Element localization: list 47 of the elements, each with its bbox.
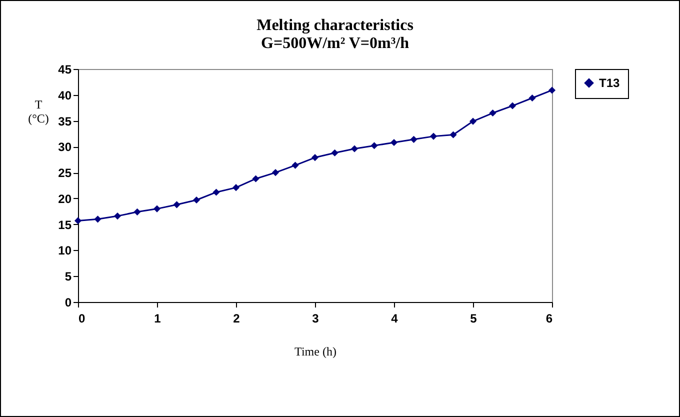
x-tick-label: 2 xyxy=(233,312,240,326)
point xyxy=(370,142,378,150)
point xyxy=(114,212,122,220)
point xyxy=(311,154,319,162)
point xyxy=(272,169,280,176)
x-tick-label: 5 xyxy=(470,312,478,326)
point xyxy=(450,131,457,138)
legend-label: T13 xyxy=(599,76,620,90)
y-tick-label: 0 xyxy=(64,296,72,310)
chart-title: Melting characteristics xyxy=(256,17,414,34)
point xyxy=(350,145,358,152)
point xyxy=(192,196,200,204)
point xyxy=(331,149,338,156)
point xyxy=(410,136,418,143)
point xyxy=(489,109,496,117)
point xyxy=(430,132,438,140)
y-tick-label: 5 xyxy=(64,270,72,284)
point xyxy=(508,102,516,110)
y-axis-title: T (°C) xyxy=(28,98,49,126)
y-tick-label: 20 xyxy=(58,192,72,206)
point xyxy=(252,175,260,182)
x-tick-label: 4 xyxy=(391,312,398,326)
x-tick-label: 6 xyxy=(546,312,553,326)
y-tick-label: 30 xyxy=(58,140,72,154)
x-tick-label: 3 xyxy=(312,312,320,326)
point xyxy=(74,217,82,224)
point xyxy=(212,188,220,196)
point xyxy=(232,184,240,192)
y-tick-label: 45 xyxy=(58,62,72,76)
point xyxy=(528,94,536,102)
point xyxy=(469,118,477,125)
point xyxy=(390,138,398,146)
point xyxy=(94,216,102,223)
y-tick-label: 10 xyxy=(58,244,72,258)
x-axis-title: Time (h) xyxy=(294,344,336,358)
point xyxy=(292,162,299,169)
chart-subtitle: G=500W/m² V=0m³/h xyxy=(261,35,410,52)
x-tick-label: 1 xyxy=(154,312,162,326)
point xyxy=(153,205,161,212)
x-tick-label: 0 xyxy=(78,312,86,326)
point xyxy=(548,86,556,94)
y-tick-label: 35 xyxy=(58,114,72,128)
y-tick-label: 15 xyxy=(58,218,72,232)
point xyxy=(173,201,180,208)
point xyxy=(134,208,141,216)
y-tick-label: 25 xyxy=(58,166,72,180)
y-tick-label: 40 xyxy=(58,88,72,102)
